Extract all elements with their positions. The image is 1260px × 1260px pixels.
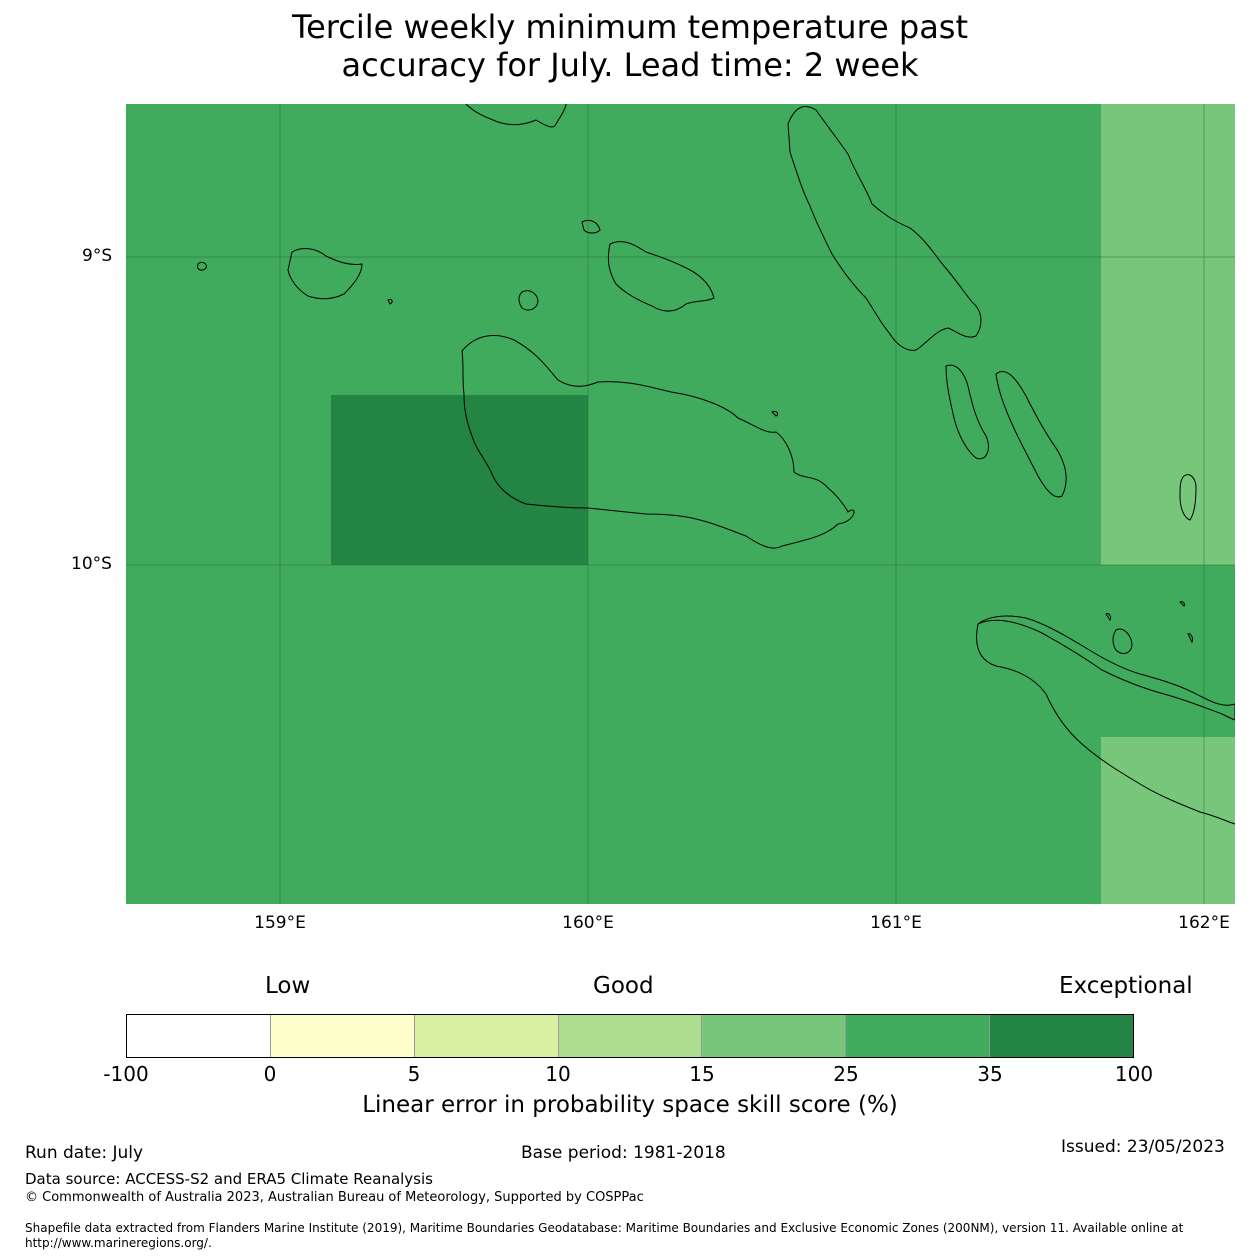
island-florida bbox=[607, 241, 715, 312]
map-title-line2: accuracy for July. Lead time: 2 week bbox=[341, 46, 919, 84]
island-nw-coast bbox=[465, 103, 567, 128]
island-san-cristobal-south bbox=[976, 623, 1236, 825]
island-savo bbox=[518, 290, 539, 311]
colorbar-label: Linear error in probability space skill … bbox=[362, 1092, 898, 1118]
shapefile-credit: Shapefile data extracted from Flanders M… bbox=[25, 1221, 1184, 1235]
lon-label-160e: 160°E bbox=[562, 913, 614, 933]
island-guadalcanal bbox=[461, 334, 855, 549]
skill-cell-15-25-upper bbox=[1101, 104, 1235, 565]
colorbar-tick: 10 bbox=[545, 1062, 571, 1086]
lat-label-9s: 9°S bbox=[82, 246, 113, 266]
data-source: Data source: ACCESS-S2 and ERA5 Climate … bbox=[25, 1170, 433, 1188]
colorbar-tick: -100 bbox=[103, 1062, 149, 1086]
island-russell bbox=[287, 248, 363, 300]
skill-cell-25-35 bbox=[126, 104, 1235, 904]
islet-a bbox=[1105, 613, 1111, 621]
islet-c bbox=[1187, 633, 1193, 644]
shapefile-url[interactable]: http://www.marineregions.org/. bbox=[25, 1236, 212, 1250]
colorbar-swatch-15-25 bbox=[702, 1015, 847, 1057]
legend-category-exceptional: Exceptional bbox=[1059, 973, 1193, 999]
colorbar-swatch-5-10 bbox=[414, 1015, 559, 1057]
map-canvas bbox=[126, 103, 1236, 904]
legend-category-good: Good bbox=[593, 973, 654, 999]
lon-label-161e: 161°E bbox=[870, 913, 922, 933]
colorbar-tick: 25 bbox=[833, 1062, 859, 1086]
island-santa-isabel bbox=[787, 106, 982, 351]
skill-cell-15-25-lower bbox=[1101, 737, 1235, 904]
colorbar-tick: 5 bbox=[407, 1062, 421, 1086]
island-malaita-central bbox=[995, 371, 1067, 498]
map-title-line1: Tercile weekly minimum temperature past bbox=[291, 8, 969, 46]
colorbar-swatch-35-100 bbox=[990, 1015, 1134, 1057]
legend-category-low: Low bbox=[265, 973, 311, 999]
gridlines bbox=[126, 104, 1235, 904]
colorbar-tick: 15 bbox=[689, 1062, 715, 1086]
island-small-west bbox=[197, 261, 207, 271]
lon-label-159e: 159°E bbox=[254, 913, 306, 933]
lon-label-162e: 162°E bbox=[1178, 913, 1230, 933]
skill-cell-35-100 bbox=[331, 395, 588, 565]
colorbar-tick: 35 bbox=[977, 1062, 1003, 1086]
island-malaita-north bbox=[945, 364, 989, 460]
colorbar-swatch-25-35 bbox=[846, 1015, 991, 1057]
islet-b bbox=[1179, 601, 1185, 607]
issued-date: Issued: 23/05/2023 bbox=[1061, 1137, 1225, 1157]
islet-d bbox=[771, 411, 779, 417]
copyright: © Commonwealth of Australia 2023, Austra… bbox=[25, 1190, 644, 1205]
map-panel bbox=[126, 103, 1236, 904]
colorbar-tick: 100 bbox=[1114, 1062, 1154, 1086]
islet-e bbox=[387, 299, 393, 305]
colorbar bbox=[126, 1014, 1134, 1058]
colorbar-swatch-10-15 bbox=[558, 1015, 703, 1057]
colorbar-swatch-0-5 bbox=[270, 1015, 415, 1057]
lat-label-10s: 10°S bbox=[71, 554, 112, 574]
island-north-small bbox=[581, 219, 601, 234]
colorbar-swatch-neg100-0 bbox=[127, 1015, 271, 1057]
island-ulawa bbox=[1179, 474, 1197, 521]
base-period: Base period: 1981-2018 bbox=[521, 1143, 726, 1163]
colorbar-tick: 0 bbox=[263, 1062, 277, 1086]
run-date: Run date: July bbox=[25, 1143, 144, 1163]
island-ugi bbox=[1112, 628, 1133, 654]
